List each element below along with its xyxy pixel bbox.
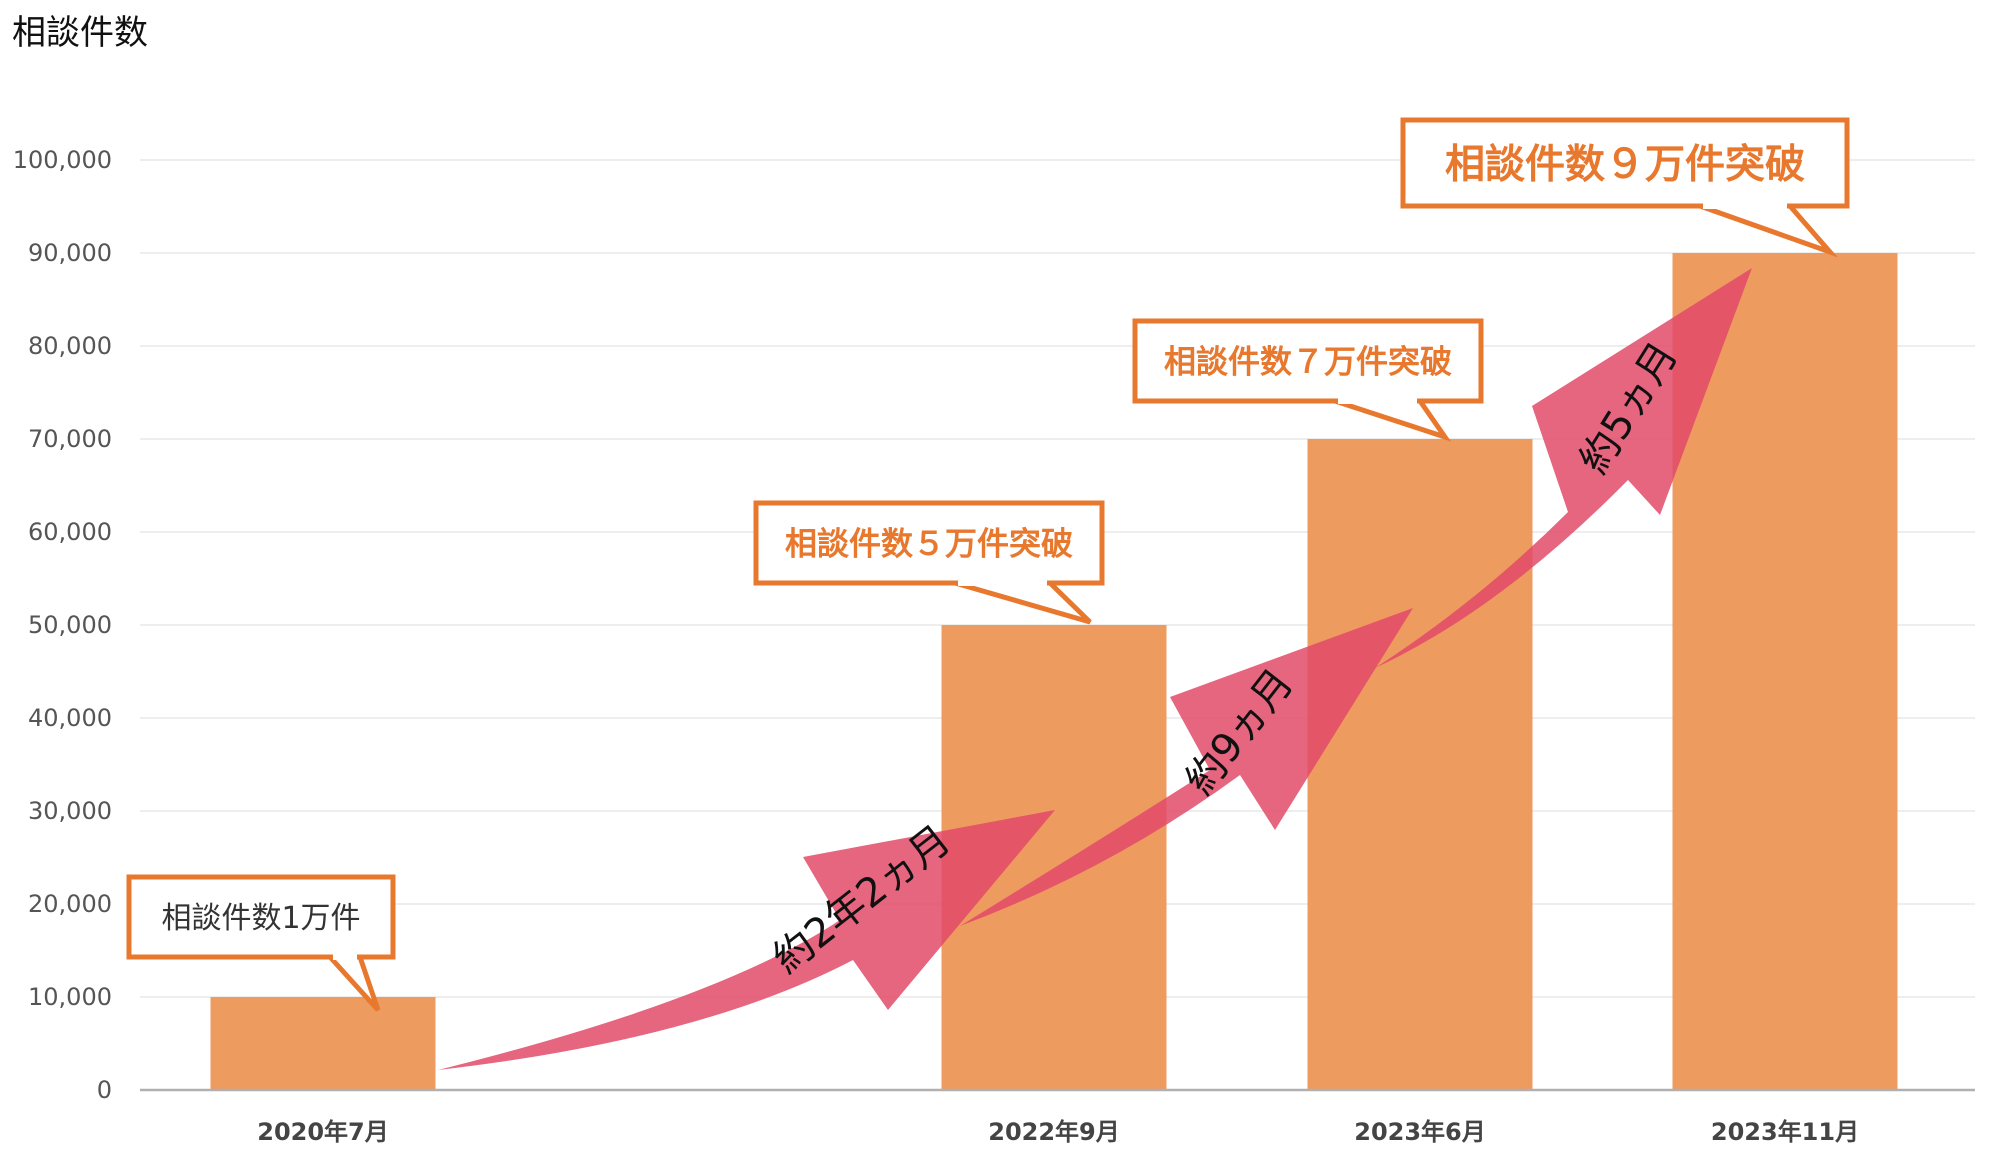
callout-label: 相談件数９万件突破 — [1445, 141, 1805, 187]
callout-label: 相談件数1万件 — [161, 901, 360, 936]
callout-box — [753, 500, 1105, 586]
x-tick-label: 2020年7月 — [257, 1118, 389, 1146]
y-tick-label: 100,000 — [13, 146, 112, 174]
bar — [1307, 439, 1533, 1090]
x-tick-label: 2023年11月 — [1711, 1118, 1859, 1146]
y-tick-label: 70,000 — [28, 425, 112, 453]
bar — [1672, 253, 1898, 1090]
chart-title: 相談件数 — [12, 13, 148, 53]
growth-arrow — [438, 810, 1055, 1070]
y-tick-label: 20,000 — [28, 890, 112, 918]
callout-box — [1132, 318, 1484, 404]
callout-label: 相談件数５万件突破 — [785, 525, 1073, 563]
callouts: 相談件数1万件 相談件数５万件突破 相談件数７万件突破 相談件数９万件突破 — [126, 117, 1850, 1012]
y-tick-label: 90,000 — [28, 239, 112, 267]
y-tick-label: 60,000 — [28, 518, 112, 546]
callout-box — [126, 874, 396, 960]
callout-pointer — [1699, 203, 1839, 258]
callout-pointer — [1334, 398, 1452, 442]
growth-arrow — [960, 608, 1413, 926]
x-axis-ticks: 2020年7月 2022年9月 2023年6月 2023年11月 — [257, 1118, 1859, 1146]
y-tick-label: 10,000 — [28, 983, 112, 1011]
x-tick-label: 2022年9月 — [988, 1118, 1120, 1146]
callout-label: 相談件数７万件突破 — [1164, 343, 1452, 381]
callout-pointer — [954, 580, 1092, 625]
bar — [210, 997, 436, 1090]
y-tick-label: 40,000 — [28, 704, 112, 732]
y-tick-label: 30,000 — [28, 797, 112, 825]
y-tick-label: 0 — [97, 1076, 112, 1104]
growth-arrow — [1375, 268, 1752, 668]
x-tick-label: 2023年6月 — [1354, 1118, 1486, 1146]
y-tick-label: 50,000 — [28, 611, 112, 639]
callout-box — [1400, 117, 1850, 209]
y-tick-label: 80,000 — [28, 332, 112, 360]
y-axis-ticks: 0 10,000 20,000 30,000 40,000 50,000 60,000 70,… — [13, 146, 112, 1104]
